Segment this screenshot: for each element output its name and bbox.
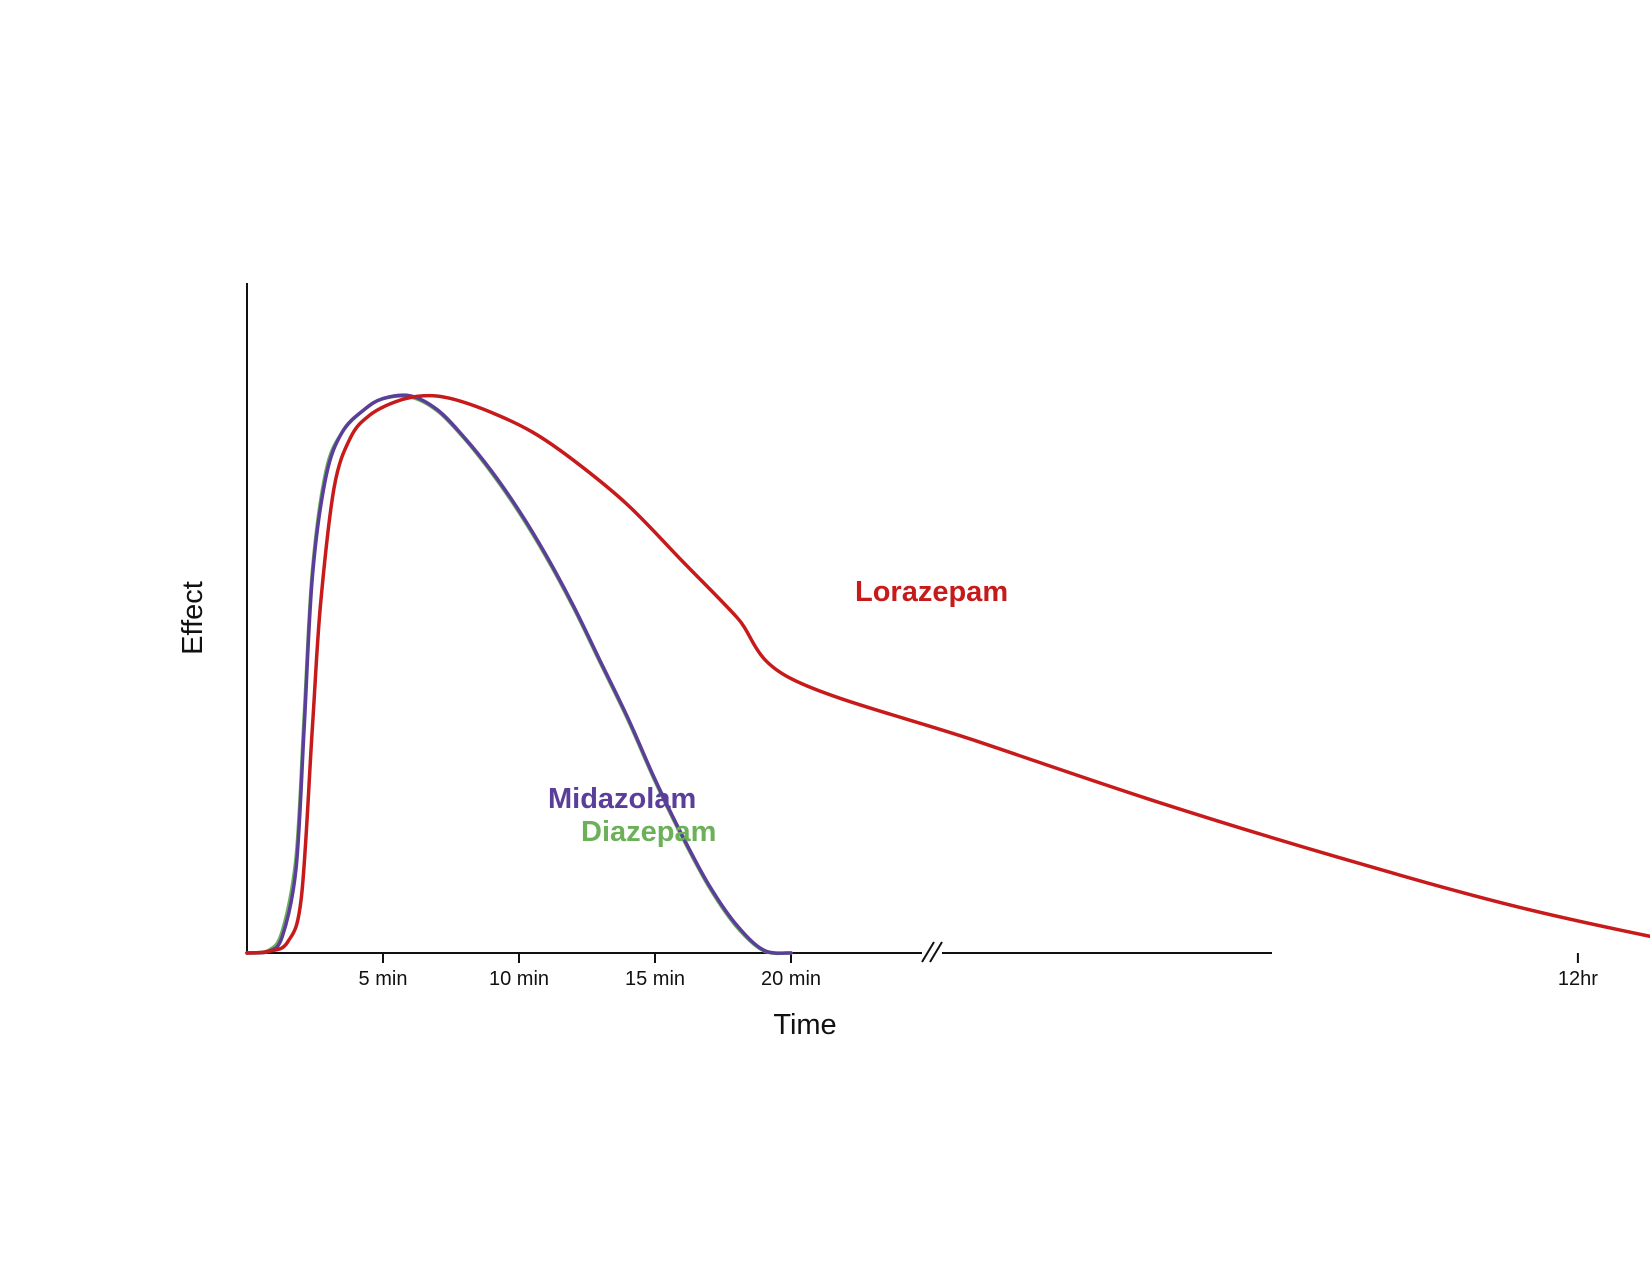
x-tick-label: 10 min [489,968,549,990]
x-axis-break [921,941,943,963]
y-axis-title: Effect [177,581,209,655]
x-tick-label: 12hr [1558,968,1598,990]
series-label-diazepam: Diazepam [581,816,716,848]
x-tick-label: 20 min [761,968,821,990]
series-label-midazolam: Midazolam [548,783,696,815]
series-lines [245,393,1650,956]
series-line-lorazepam [245,393,1650,955]
series-label-lorazepam: Lorazepam [855,576,1008,608]
x-tick-label: 5 min [359,968,408,990]
series-line-midazolam [245,393,793,955]
x-axis-title: Time [773,1009,836,1041]
x-tick-label: 15 min [625,968,685,990]
series-line-diazepam [245,394,793,956]
